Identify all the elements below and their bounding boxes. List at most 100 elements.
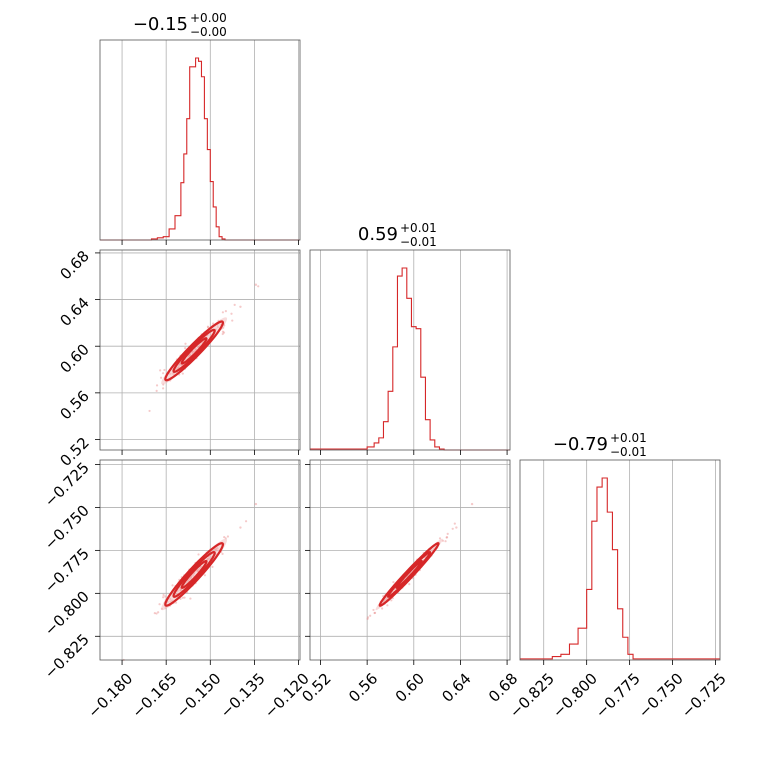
y-tick-label: 0.60 — [56, 340, 92, 376]
x-tick-label: −0.180 — [84, 670, 136, 722]
sample-point — [181, 596, 184, 599]
x-tick-label: 0.64 — [438, 670, 474, 706]
sample-point — [223, 535, 226, 539]
contour-line — [180, 559, 208, 589]
panel-frame — [309, 459, 511, 661]
sample-point — [157, 611, 160, 614]
contour-line — [172, 328, 216, 373]
sample-point — [373, 611, 377, 614]
sample-point — [148, 409, 151, 413]
x-tick-label: −0.750 — [635, 670, 687, 722]
sample-point — [233, 303, 236, 306]
histogram-line — [520, 477, 720, 660]
sample-point — [239, 526, 242, 529]
sample-point — [244, 520, 248, 523]
sample-point — [203, 574, 207, 577]
histogram-line — [100, 57, 300, 241]
sample-point — [369, 614, 372, 617]
sample-point — [453, 522, 456, 525]
x-tick-label: −0.725 — [678, 670, 730, 722]
sample-point — [159, 376, 163, 379]
sample-point — [444, 540, 447, 543]
x-tick-label: 0.56 — [345, 670, 381, 706]
sample-point — [470, 502, 474, 506]
param-title-plus: +0.01 — [610, 431, 647, 445]
contour-line — [378, 542, 440, 607]
contour-line — [395, 559, 423, 589]
y-tick-label: 0.68 — [56, 247, 92, 283]
sample-point — [163, 368, 166, 372]
panel-1-0 — [95, 249, 301, 455]
sample-point — [162, 593, 165, 597]
sample-point — [189, 597, 192, 600]
param-title-plus: +0.01 — [400, 221, 437, 235]
sample-point — [254, 283, 258, 286]
density-fill — [161, 317, 228, 385]
sample-point — [226, 535, 230, 538]
sample-point — [386, 604, 389, 607]
sample-point — [257, 285, 260, 288]
param-title-value: 0.59 — [358, 224, 398, 245]
panel-2-0 — [95, 459, 301, 665]
sample-point — [392, 581, 395, 584]
sample-point — [390, 599, 393, 602]
sample-point — [408, 583, 411, 586]
sample-point — [155, 384, 159, 387]
sample-point — [164, 595, 167, 598]
sample-point — [171, 584, 174, 587]
sample-point — [231, 319, 234, 322]
sample-point — [206, 325, 210, 328]
param-title-minus: −0.00 — [190, 25, 227, 39]
sample-point — [445, 536, 448, 539]
panel-frame — [519, 459, 721, 661]
sample-point — [239, 305, 242, 308]
sample-point — [159, 369, 162, 372]
contour-line — [164, 542, 225, 607]
panel-frame — [99, 39, 301, 241]
panel-2-2: −0.79 +0.01−0.01 — [519, 431, 721, 665]
sample-point — [372, 608, 375, 612]
sample-point — [224, 310, 227, 313]
param-title-value: −0.79 — [553, 434, 608, 455]
sample-point — [221, 311, 224, 314]
sample-point — [254, 502, 258, 506]
density-fill — [161, 538, 228, 611]
sample-point — [184, 342, 187, 345]
panel-0-0: −0.15 +0.00−0.00 — [99, 11, 301, 245]
sample-point — [153, 611, 156, 615]
sample-point — [366, 617, 369, 621]
sample-point — [184, 347, 187, 350]
contour-line — [387, 550, 432, 598]
sample-point — [230, 312, 233, 315]
y-tick-label: 0.56 — [56, 387, 92, 423]
sample-point — [181, 372, 184, 375]
panel-frame — [99, 249, 301, 451]
panel-2-1 — [305, 459, 511, 665]
contour-line — [180, 337, 208, 365]
param-title-plus: +0.00 — [190, 11, 227, 25]
y-tick-label: −0.775 — [41, 544, 93, 596]
y-tick-label: 0.64 — [56, 294, 92, 330]
y-tick-label: −0.800 — [41, 587, 93, 639]
sample-point — [158, 603, 161, 606]
sample-point — [211, 565, 214, 568]
sample-point — [162, 596, 165, 599]
param-title-minus: −0.01 — [400, 235, 437, 249]
x-tick-label: −0.135 — [217, 670, 269, 722]
sample-point — [366, 616, 370, 619]
sample-point — [373, 611, 376, 615]
panel-frame — [309, 249, 511, 451]
sample-point — [155, 389, 158, 392]
density-fill — [375, 538, 443, 611]
sample-point — [221, 552, 224, 555]
histogram-line — [310, 267, 510, 451]
x-tick-label: −0.165 — [128, 670, 180, 722]
sample-point — [183, 596, 186, 599]
param-title-value: −0.15 — [133, 14, 188, 35]
x-tick-label: −0.150 — [173, 670, 225, 722]
sample-point — [381, 607, 384, 610]
sample-point — [155, 612, 158, 615]
sample-point — [455, 526, 458, 529]
sample-point — [221, 330, 225, 333]
